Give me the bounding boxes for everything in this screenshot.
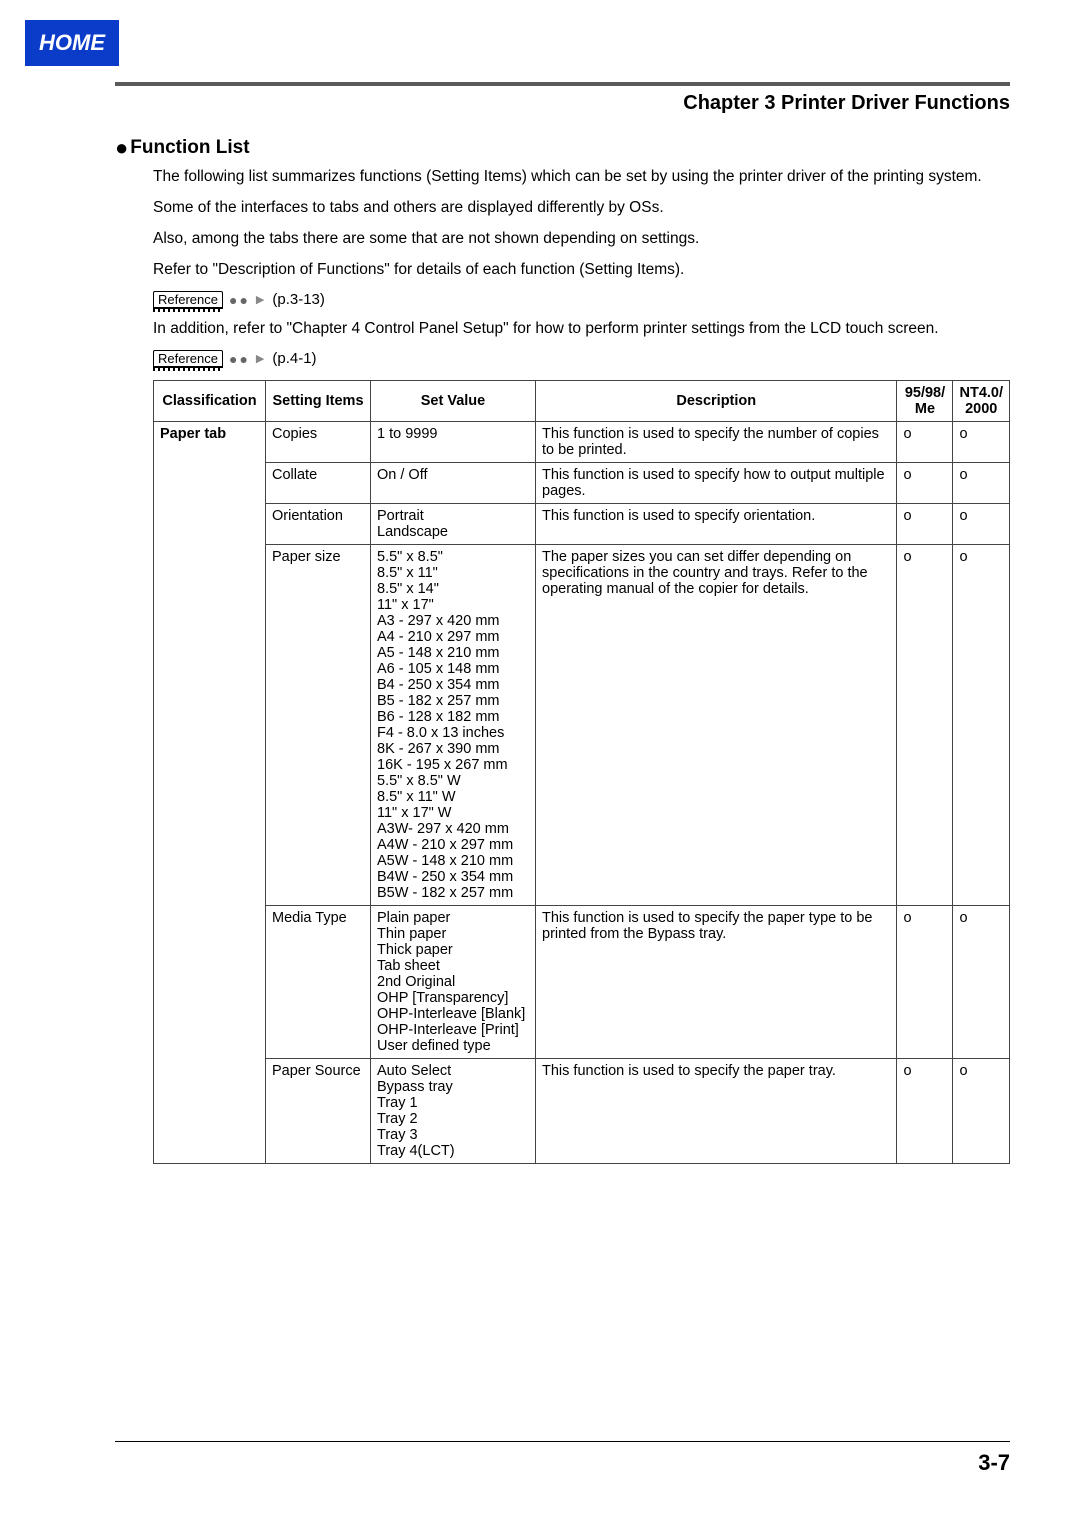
- section-title-text: Function List: [130, 137, 249, 158]
- reference-link-2[interactable]: Reference ●● ▶ (p.4-1): [153, 350, 1010, 368]
- page-content: Chapter 3 Printer Driver Functions ●Func…: [115, 82, 1010, 1164]
- cell-set-value: On / Off: [371, 462, 536, 503]
- reference-dots: ●●: [229, 351, 250, 367]
- chapter-rule: [115, 82, 1010, 86]
- reference-dots: ●●: [229, 292, 250, 308]
- th-description: Description: [536, 380, 897, 421]
- cell-setting-item: Collate: [266, 462, 371, 503]
- home-button[interactable]: HOME: [25, 20, 119, 66]
- reference-tag-icon: Reference: [153, 350, 223, 368]
- th-set-value: Set Value: [371, 380, 536, 421]
- cell-os-nt40-2000: o: [953, 503, 1010, 544]
- intro-p1: The following list summarizes functions …: [153, 167, 1010, 188]
- cell-description: This function is used to specify the pap…: [536, 1058, 897, 1163]
- table-row: OrientationPortraitLandscapeThis functio…: [154, 503, 1010, 544]
- section-title: ●Function List: [115, 137, 1010, 159]
- intro-p5: In addition, refer to "Chapter 4 Control…: [153, 319, 1010, 340]
- cell-os-9598me: o: [897, 905, 953, 1058]
- cell-description: This function is used to specify the pap…: [536, 905, 897, 1058]
- cell-set-value: PortraitLandscape: [371, 503, 536, 544]
- cell-os-9598me: o: [897, 421, 953, 462]
- intro-p2: Some of the interfaces to tabs and other…: [153, 198, 1010, 219]
- cell-os-nt40-2000: o: [953, 462, 1010, 503]
- cell-setting-item: Orientation: [266, 503, 371, 544]
- cell-set-value: Plain paperThin paperThick paperTab shee…: [371, 905, 536, 1058]
- chapter-title: Chapter 3 Printer Driver Functions: [115, 92, 1010, 115]
- reference-tag-icon: Reference: [153, 291, 223, 309]
- cell-description: This function is used to specify the num…: [536, 421, 897, 462]
- cell-description: The paper sizes you can set differ depen…: [536, 544, 897, 905]
- cell-description: This function is used to specify orienta…: [536, 503, 897, 544]
- reference-arrow-icon: ▶: [256, 352, 264, 365]
- th-os1-l2: Me: [915, 401, 935, 417]
- table-row: Paper SourceAuto SelectBypass trayTray 1…: [154, 1058, 1010, 1163]
- cell-os-9598me: o: [897, 503, 953, 544]
- bullet-icon: ●: [115, 135, 128, 160]
- th-os1-l1: 95/98/: [905, 385, 945, 401]
- reference-page-2: (p.4-1): [272, 350, 316, 367]
- th-os-nt40-2000: NT4.0/ 2000: [953, 380, 1010, 421]
- table-header-row: Classification Setting Items Set Value D…: [154, 380, 1010, 421]
- cell-set-value: 5.5" x 8.5"8.5" x 11"8.5" x 14"11" x 17"…: [371, 544, 536, 905]
- cell-set-value: 1 to 9999: [371, 421, 536, 462]
- th-setting-items: Setting Items: [266, 380, 371, 421]
- cell-os-nt40-2000: o: [953, 905, 1010, 1058]
- intro-text-2: In addition, refer to "Chapter 4 Control…: [153, 319, 1010, 340]
- function-table: Classification Setting Items Set Value D…: [153, 380, 1010, 1164]
- table-row: Media TypePlain paperThin paperThick pap…: [154, 905, 1010, 1058]
- cell-os-nt40-2000: o: [953, 421, 1010, 462]
- table-row: CollateOn / OffThis function is used to …: [154, 462, 1010, 503]
- th-os2-l2: 2000: [965, 401, 997, 417]
- intro-text: The following list summarizes functions …: [153, 167, 1010, 281]
- cell-setting-item: Media Type: [266, 905, 371, 1058]
- cell-os-9598me: o: [897, 462, 953, 503]
- page-number: 3-7: [978, 1450, 1010, 1476]
- table-row: Paper size5.5" x 8.5"8.5" x 11"8.5" x 14…: [154, 544, 1010, 905]
- table-row: Paper tabCopies1 to 9999This function is…: [154, 421, 1010, 462]
- cell-description: This function is used to specify how to …: [536, 462, 897, 503]
- th-os2-l1: NT4.0/: [959, 385, 1003, 401]
- cell-os-9598me: o: [897, 544, 953, 905]
- reference-page-1: (p.3-13): [272, 291, 325, 308]
- reference-link-1[interactable]: Reference ●● ▶ (p.3-13): [153, 291, 1010, 309]
- cell-os-nt40-2000: o: [953, 1058, 1010, 1163]
- intro-p4: Refer to "Description of Functions" for …: [153, 260, 1010, 281]
- intro-p3: Also, among the tabs there are some that…: [153, 229, 1010, 250]
- cell-setting-item: Paper size: [266, 544, 371, 905]
- cell-set-value: Auto SelectBypass trayTray 1Tray 2Tray 3…: [371, 1058, 536, 1163]
- th-classification: Classification: [154, 380, 266, 421]
- cell-setting-item: Copies: [266, 421, 371, 462]
- cell-os-9598me: o: [897, 1058, 953, 1163]
- cell-setting-item: Paper Source: [266, 1058, 371, 1163]
- cell-classification: Paper tab: [154, 421, 266, 1163]
- reference-arrow-icon: ▶: [256, 293, 264, 306]
- cell-os-nt40-2000: o: [953, 544, 1010, 905]
- th-os-9598me: 95/98/ Me: [897, 380, 953, 421]
- footer-rule: [115, 1441, 1010, 1442]
